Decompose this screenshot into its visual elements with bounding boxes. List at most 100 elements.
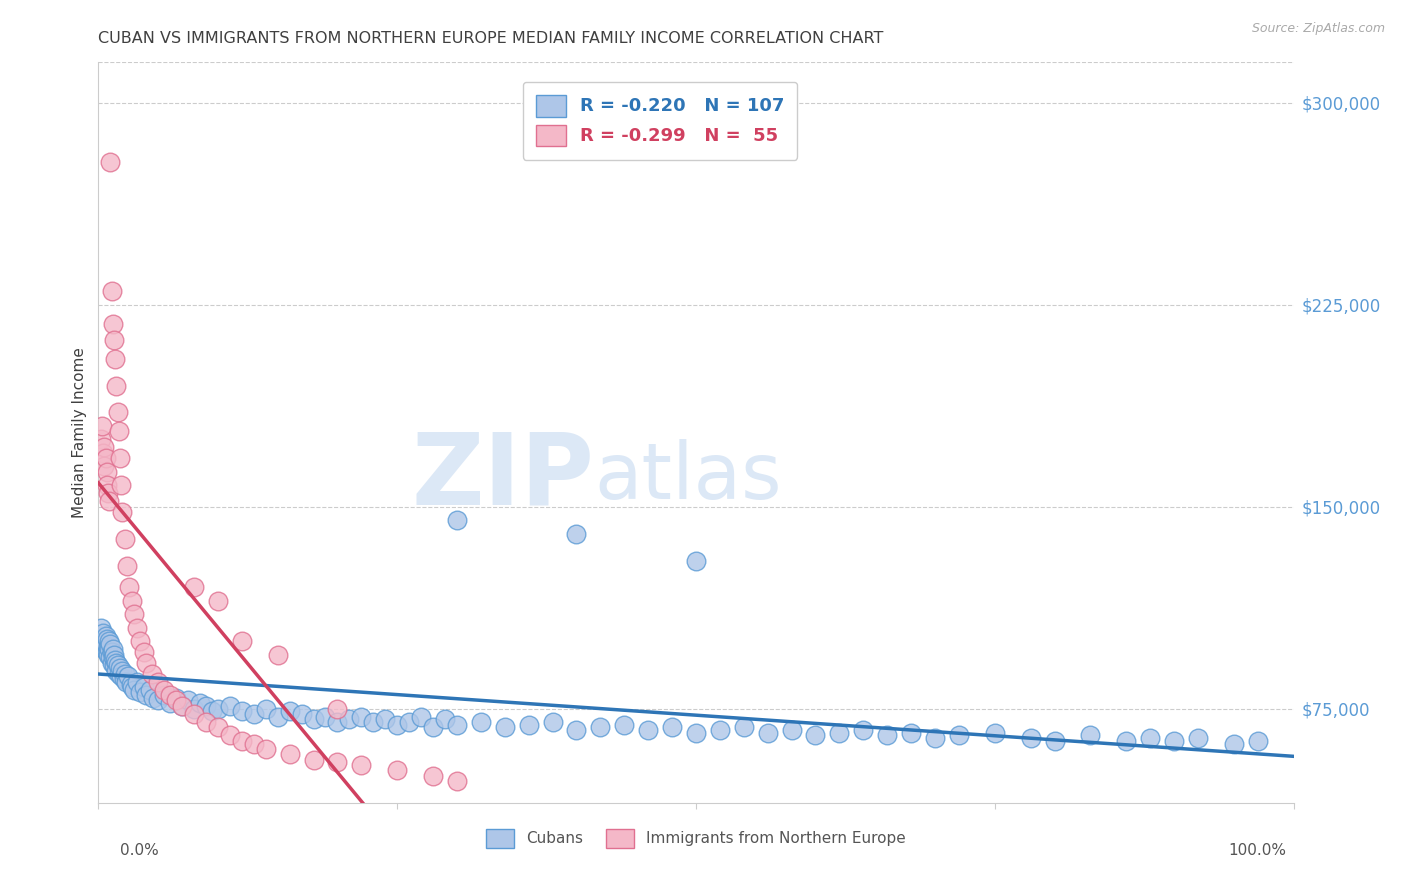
Point <box>231 704 253 718</box>
Point <box>278 704 301 718</box>
Point <box>267 709 290 723</box>
Point <box>111 664 134 678</box>
Point <box>100 285 122 299</box>
Point <box>1080 729 1102 743</box>
Point <box>733 720 755 734</box>
Point <box>363 714 385 729</box>
Point <box>326 756 349 770</box>
Point <box>517 717 540 731</box>
Point <box>852 723 875 738</box>
Point <box>97 648 120 662</box>
Point <box>98 642 121 657</box>
Point <box>1043 734 1066 748</box>
Point <box>302 712 325 726</box>
Point <box>339 712 361 726</box>
Point <box>589 720 612 734</box>
Point <box>139 682 162 697</box>
Point <box>756 726 779 740</box>
Point <box>96 645 118 659</box>
Point <box>91 626 114 640</box>
Point <box>172 698 194 713</box>
Point <box>94 637 117 651</box>
Point <box>117 669 139 683</box>
Point <box>159 688 181 702</box>
Point <box>108 661 131 675</box>
Point <box>183 701 205 715</box>
Point <box>107 424 129 438</box>
Point <box>98 634 121 648</box>
Point <box>129 685 152 699</box>
Point <box>254 701 277 715</box>
Point <box>103 658 125 673</box>
Point <box>541 714 564 729</box>
Point <box>124 607 146 622</box>
Point <box>98 650 122 665</box>
Point <box>565 526 588 541</box>
Point <box>1247 734 1270 748</box>
Point <box>446 513 468 527</box>
Point <box>231 734 253 748</box>
Point <box>278 747 301 762</box>
Point <box>91 418 114 433</box>
Point <box>101 317 124 331</box>
Point <box>385 764 409 778</box>
Point <box>243 706 266 721</box>
Point <box>98 155 122 169</box>
Point <box>93 459 115 474</box>
Point <box>153 682 176 697</box>
Y-axis label: Median Family Income: Median Family Income <box>72 347 87 518</box>
Point <box>984 726 1007 740</box>
Point <box>98 494 121 508</box>
Point <box>326 701 349 715</box>
Point <box>112 672 135 686</box>
Point <box>132 680 155 694</box>
Point <box>876 729 898 743</box>
Point <box>105 664 128 678</box>
Point <box>153 688 176 702</box>
Point <box>207 720 229 734</box>
Point <box>107 405 129 419</box>
Point <box>434 712 457 726</box>
Point <box>110 669 132 683</box>
Point <box>177 693 200 707</box>
Point <box>100 656 122 670</box>
Point <box>105 378 128 392</box>
Point <box>613 717 636 731</box>
Point <box>183 581 205 595</box>
Point <box>111 505 134 519</box>
Point <box>103 648 125 662</box>
Point <box>121 680 143 694</box>
Point <box>948 729 970 743</box>
Point <box>780 723 803 738</box>
Point <box>165 690 187 705</box>
Text: 0.0%: 0.0% <box>120 843 159 858</box>
Point <box>120 677 142 691</box>
Point <box>104 653 127 667</box>
Point <box>148 693 170 707</box>
Point <box>121 594 143 608</box>
Point <box>661 720 683 734</box>
Point <box>125 674 148 689</box>
Text: Source: ZipAtlas.com: Source: ZipAtlas.com <box>1251 22 1385 36</box>
Point <box>90 433 112 447</box>
Point <box>94 629 117 643</box>
Point <box>96 478 118 492</box>
Point <box>1163 734 1185 748</box>
Point <box>207 594 229 608</box>
Point <box>97 486 120 500</box>
Point <box>422 720 444 734</box>
Point <box>195 698 218 713</box>
Point <box>98 637 122 651</box>
Point <box>828 726 851 740</box>
Point <box>446 774 468 789</box>
Point <box>315 709 337 723</box>
Point <box>105 656 128 670</box>
Point <box>685 553 707 567</box>
Point <box>446 717 468 731</box>
Point <box>107 658 129 673</box>
Point <box>350 709 373 723</box>
Point <box>165 693 187 707</box>
Point <box>188 696 211 710</box>
Point <box>91 640 114 654</box>
Point <box>148 674 170 689</box>
